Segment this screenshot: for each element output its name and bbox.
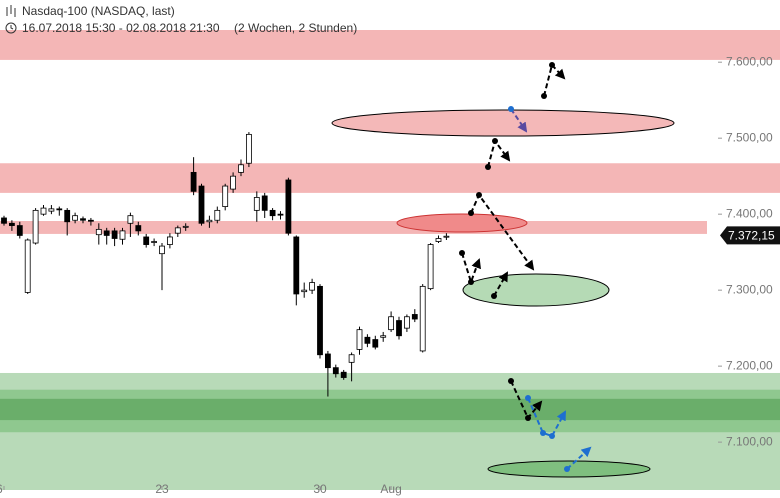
candle-body	[40, 207, 47, 215]
candle-body	[119, 230, 126, 240]
candle-body	[419, 285, 426, 352]
ellipse-zone	[331, 109, 675, 137]
y-tick-label: 7.500,00	[726, 130, 773, 144]
candle-body	[166, 236, 173, 245]
y-tick-label: 7.300,00	[726, 282, 773, 296]
x-tick-label: Aug	[380, 482, 401, 496]
zone	[0, 398, 780, 421]
ellipse-zone	[462, 273, 610, 307]
candle-body	[324, 353, 331, 369]
last-price-label: 7.372,15	[728, 229, 775, 243]
candle-body	[143, 236, 150, 245]
candle-body	[206, 219, 213, 223]
y-tick-label: 7.200,00	[726, 358, 773, 372]
candle-body	[364, 336, 371, 344]
candle-body	[332, 367, 339, 375]
candle-body	[111, 230, 118, 239]
x-tick-label: 30	[313, 482, 327, 496]
candle-body	[403, 316, 410, 329]
zone	[0, 28, 780, 60]
candle-body	[32, 209, 39, 244]
candle-body	[8, 222, 15, 226]
x-tick-label: 23	[155, 482, 169, 496]
arrow	[487, 138, 511, 168]
candle-body	[222, 185, 229, 207]
candle-body	[293, 236, 300, 295]
arrow	[510, 108, 528, 133]
candle-body	[317, 285, 323, 356]
candle-body	[95, 228, 102, 236]
candle-body	[285, 179, 292, 234]
candle-body	[151, 241, 158, 243]
last-price-box	[720, 226, 780, 245]
candle-body	[135, 225, 142, 232]
candle-body	[174, 227, 181, 234]
candle-body	[16, 225, 23, 236]
candle-body	[309, 282, 316, 291]
candle-body	[411, 314, 418, 320]
candle-body	[103, 230, 110, 236]
candle-body	[80, 218, 86, 221]
candle-body	[277, 213, 284, 216]
zone	[0, 163, 780, 193]
ellipse-zone	[396, 213, 528, 233]
candle-body	[356, 329, 363, 350]
candle-body	[1, 217, 7, 224]
candle-body	[72, 215, 78, 221]
candle-body	[261, 195, 268, 211]
candle-body	[238, 164, 244, 173]
candle-body	[198, 185, 205, 224]
candle-body	[64, 209, 71, 223]
candle-body	[269, 209, 276, 217]
y-tick-label: 7.400,00	[726, 206, 773, 220]
arrow	[543, 62, 566, 97]
y-tick-label: 7.100,00	[726, 434, 773, 448]
clock-icon	[5, 22, 17, 34]
candle-body	[24, 239, 31, 293]
candle-body	[396, 320, 402, 337]
arrow	[461, 252, 481, 286]
duration: (2 Wochen, 2 Stunden)	[234, 21, 357, 35]
period: 16.07.2018 15:30 - 02.08.2018 21:30	[22, 21, 220, 35]
candle-body	[48, 208, 55, 212]
candle-body	[190, 171, 197, 192]
chart-icon	[6, 5, 16, 17]
header-bg	[0, 0, 780, 30]
candle-body	[230, 175, 237, 190]
arrow	[566, 446, 592, 470]
candle-body	[348, 354, 355, 363]
candle-body	[427, 244, 434, 290]
drawings	[331, 62, 675, 478]
candle-body	[388, 316, 395, 331]
candle-body	[88, 219, 94, 222]
candle-body	[127, 215, 134, 224]
candle-body	[245, 133, 252, 164]
candle-body	[182, 225, 189, 228]
candle-body	[301, 289, 308, 293]
chart-title: Nasdaq-100 (NASDAQ, last)	[22, 4, 175, 18]
y-tick-label: 7.600,00	[726, 54, 773, 68]
candle-body	[340, 371, 347, 378]
candle-body	[380, 335, 387, 338]
arrow	[527, 397, 566, 438]
candle-body	[443, 235, 450, 238]
arrow	[493, 271, 508, 297]
candle-body	[159, 245, 165, 255]
candle-body	[56, 208, 63, 211]
x-tick-label: 6	[0, 482, 3, 496]
candle-body	[214, 209, 221, 221]
candle-body	[253, 197, 260, 211]
candle-body	[372, 339, 379, 348]
candle-body	[435, 238, 442, 242]
